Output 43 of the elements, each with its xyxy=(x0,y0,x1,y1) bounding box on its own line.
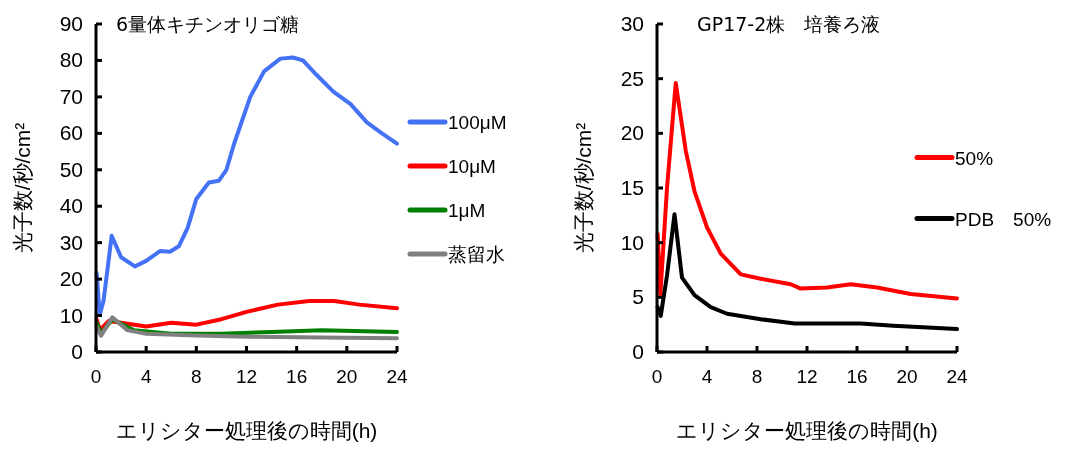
x-tick-label: 16 xyxy=(286,366,308,387)
legend-label: PDB 50% xyxy=(955,208,1052,230)
x-axis-title: エリシター処理後の時間(h) xyxy=(115,419,378,442)
x-tick-label: 20 xyxy=(336,366,358,387)
x-tick-label: 4 xyxy=(701,366,713,387)
x-tick-label: 20 xyxy=(896,366,918,387)
chart-title: 6量体キチンオリゴ糖 xyxy=(116,13,300,35)
y-tick-label: 20 xyxy=(59,267,83,291)
legend-label: 10μM xyxy=(448,156,496,177)
y-tick-label: 20 xyxy=(620,121,644,145)
legend-label: 100μM xyxy=(448,112,507,133)
y-tick-label: 80 xyxy=(59,48,83,72)
legend-label: 蒸留水 xyxy=(448,244,505,265)
y-tick-label: 70 xyxy=(59,84,83,108)
x-axis-title: エリシター処理後の時間(h) xyxy=(676,419,938,442)
y-axis-title: 光子数/秒/cm² xyxy=(11,122,34,254)
x-tick-label: 12 xyxy=(796,366,818,387)
y-tick-label: 15 xyxy=(620,176,644,199)
y-tick-label: 50 xyxy=(59,157,83,181)
x-tick-label: 4 xyxy=(140,366,152,387)
y-tick-label: 40 xyxy=(59,194,83,218)
y-tick-label: 5 xyxy=(632,285,644,309)
x-tick-label: 24 xyxy=(386,366,408,387)
y-tick-label: 0 xyxy=(632,340,644,363)
chart-title: GP17-2株 培養ろ液 xyxy=(697,13,881,35)
y-tick-label: 25 xyxy=(620,66,644,90)
y-tick-label: 10 xyxy=(59,303,83,327)
y-tick-label: 30 xyxy=(59,230,83,254)
y-tick-label: 10 xyxy=(620,230,644,254)
y-axis-title: 光子数/秒/cm² xyxy=(572,122,595,254)
y-tick-label: 0 xyxy=(71,340,83,363)
y-tick-label: 30 xyxy=(620,12,644,35)
y-tick-label: 90 xyxy=(59,12,83,35)
x-tick-label: 12 xyxy=(235,366,258,387)
x-tick-label: 8 xyxy=(191,366,202,387)
legend-label: 1μM xyxy=(448,200,486,221)
x-tick-label: 24 xyxy=(946,366,968,387)
y-tick-label: 60 xyxy=(59,121,83,145)
x-tick-label: 0 xyxy=(651,366,663,387)
x-tick-label: 8 xyxy=(751,366,763,387)
x-tick-label: 0 xyxy=(90,366,102,387)
x-tick-label: 16 xyxy=(846,366,868,387)
legend-label: 50% xyxy=(955,147,994,169)
